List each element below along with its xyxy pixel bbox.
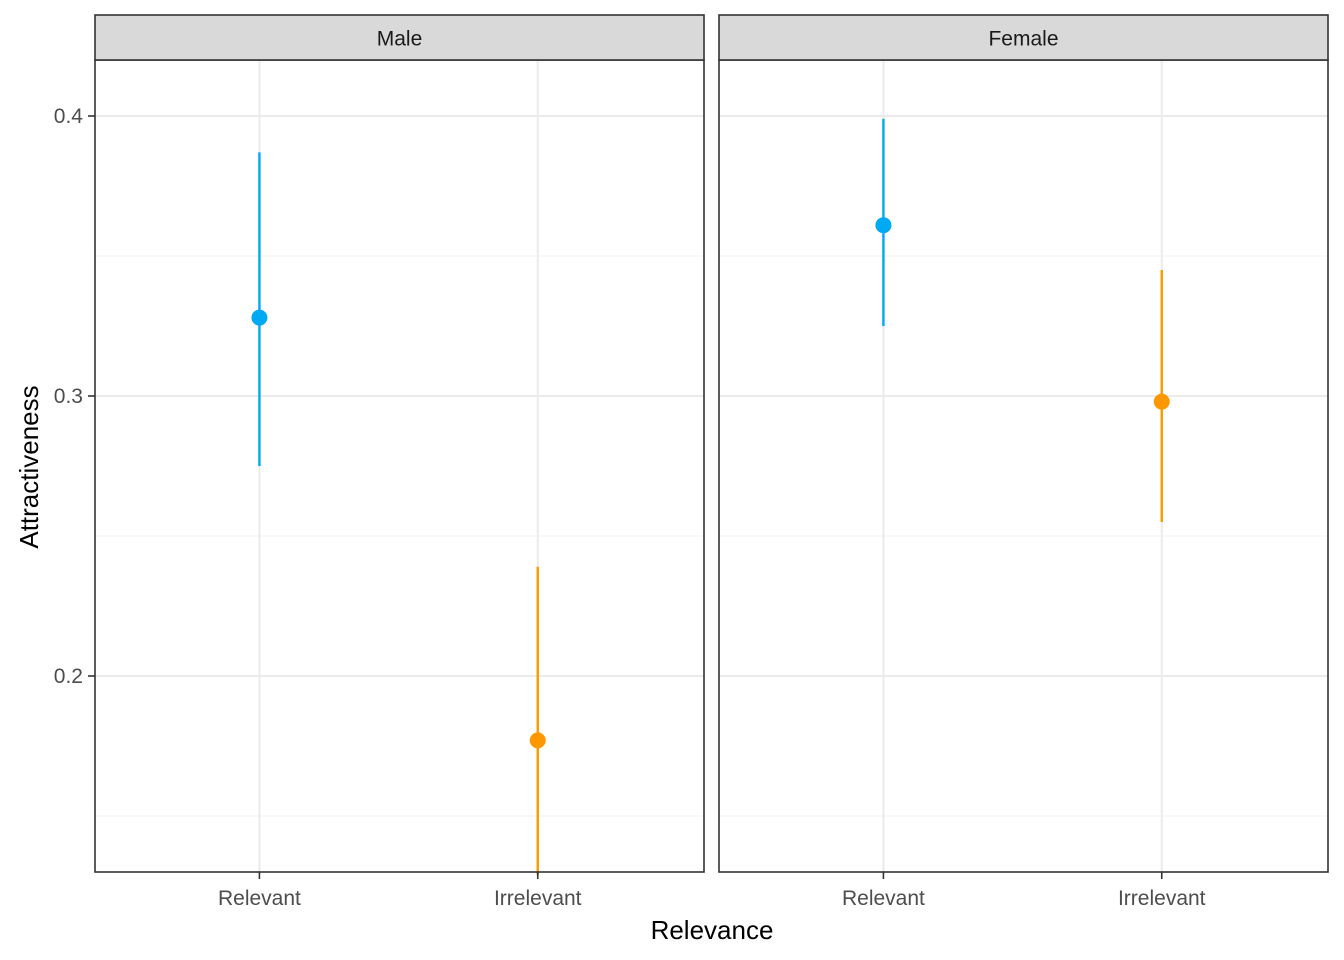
y-tick-label: 0.3 — [54, 385, 83, 408]
x-tick-label: Relevant — [842, 887, 925, 910]
x-tick-label: Relevant — [218, 887, 301, 910]
facets-layer: Male Relevant Irrelevant Female Relevant Irre… — [94, 14, 1329, 910]
x-tick-label: Irrelevant — [494, 887, 582, 910]
panel-background — [95, 60, 704, 872]
facet-strip-label: Male — [377, 28, 423, 51]
point-irrelevant — [529, 732, 546, 749]
facet-strip — [718, 14, 1329, 61]
point-relevant — [251, 309, 268, 326]
facet-panel-female: Female Relevant Irrelevant — [718, 14, 1329, 910]
y-tick-label: 0.4 — [54, 105, 84, 128]
x-tick-label: Irrelevant — [1118, 887, 1206, 910]
facet-strip — [94, 14, 705, 61]
x-axis-title: Relevance — [651, 915, 774, 945]
facet-panel-male: Male Relevant Irrelevant — [94, 14, 705, 910]
point-irrelevant — [1153, 393, 1170, 410]
y-axis: 0.2 0.3 0.4 — [54, 105, 95, 688]
point-relevant — [875, 217, 892, 234]
y-axis-title: Attractiveness — [14, 385, 44, 548]
facet-strip-label: Female — [988, 28, 1058, 51]
panel-background — [719, 60, 1328, 872]
y-tick-label: 0.2 — [54, 665, 83, 688]
